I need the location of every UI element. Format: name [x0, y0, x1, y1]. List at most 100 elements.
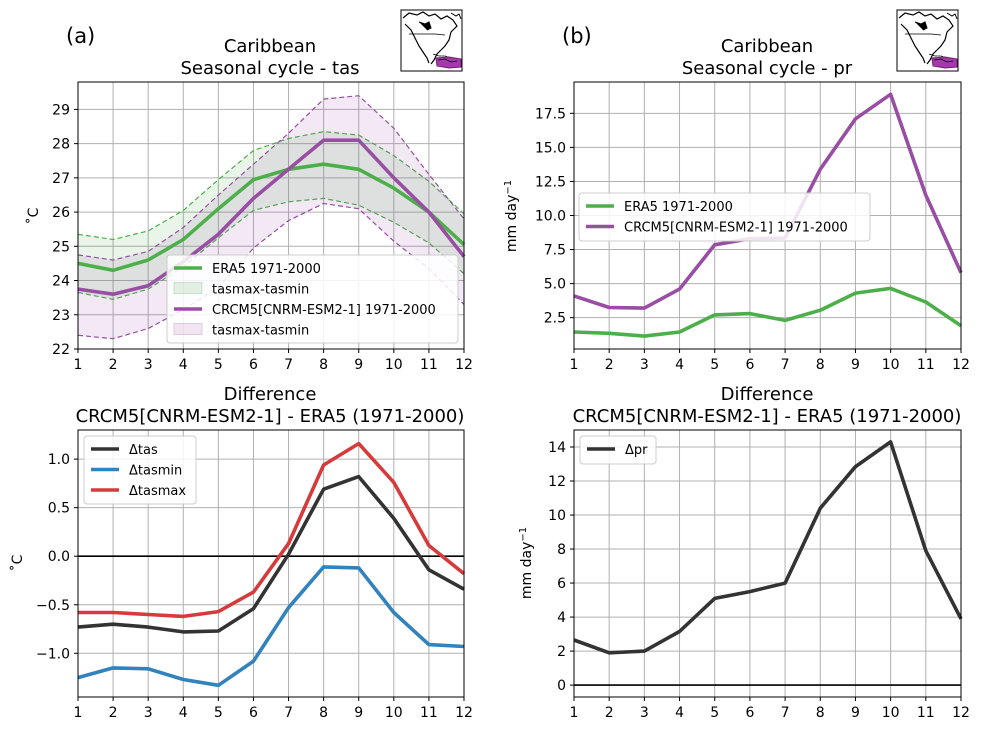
unit-exponent: −1 — [503, 180, 514, 195]
legend-label: Δtasmin — [129, 464, 182, 479]
x-tick-label: 1 — [74, 357, 83, 373]
panel-label: (b) — [562, 24, 592, 48]
y-axis-label: ˚C — [9, 554, 26, 571]
border-line — [905, 33, 942, 36]
y-tick-label: 10 — [548, 508, 566, 524]
x-tick-label: 7 — [284, 357, 293, 373]
panel-2: 1 2 3 4 5 6 7 8 9 10 11 122.55.07.510.012.515.017.5… — [503, 9, 970, 373]
x-tick-label: 9 — [851, 357, 860, 373]
x-tick-label: 11 — [917, 357, 935, 373]
legend-label: CRCM5[CNRM-ESM2-1] 1971-2000 — [624, 221, 848, 236]
legend: ERA5 1971-2000 tasmax-tasmin CRCM5[CNRM-ES… — [166, 254, 459, 344]
chart-title: Caribbean — [224, 36, 316, 57]
legend: Δpr — [579, 435, 657, 465]
y-tick-label: 15.0 — [535, 140, 566, 156]
x-tick-label: 2 — [605, 705, 614, 721]
series-line-1 — [77, 162, 466, 273]
series-line-3 — [78, 441, 466, 619]
x-tick-label: 8 — [816, 705, 825, 721]
chart-title: Difference — [721, 384, 814, 405]
x-tick-label: 6 — [249, 357, 258, 373]
y-tick-label: 23 — [52, 308, 70, 324]
legend: Δtas Δtasmin Δtasmax — [83, 435, 197, 505]
chart-title: Seasonal cycle - pr — [682, 58, 853, 79]
x-tick-label: 10 — [385, 357, 403, 373]
chart-title: Seasonal cycle - tas — [180, 58, 359, 79]
legend-box — [579, 435, 657, 465]
x-tick-label: 12 — [952, 705, 970, 721]
islands — [437, 58, 458, 63]
coastline — [402, 11, 458, 65]
series-line-1 — [573, 286, 963, 338]
legend-label: tasmax-tasmin — [212, 283, 309, 298]
x-tick-label: 4 — [179, 705, 188, 721]
coastline — [450, 12, 462, 20]
x-tick-label: 5 — [710, 705, 719, 721]
legend-label: ERA5 1971-2000 — [212, 262, 321, 277]
y-tick-label: 29 — [52, 102, 70, 118]
x-tick-label: 4 — [675, 357, 684, 373]
islands — [933, 58, 954, 63]
x-tick-label: 11 — [420, 357, 438, 373]
x-tick-label: 3 — [640, 705, 649, 721]
x-tick-label: 6 — [249, 705, 258, 721]
y-tick-label: 1.0 — [48, 452, 70, 468]
y-tick-label: 2 — [557, 644, 566, 660]
legend-label: Δpr — [625, 443, 648, 458]
legend-box — [83, 435, 197, 505]
x-tick-label: 6 — [745, 705, 754, 721]
x-tick-label: 8 — [319, 705, 328, 721]
panel-1: 1 2 3 4 5 6 7 8 9 10 11 122223242526272829Caribbean… — [25, 9, 473, 373]
y-axis-label: mm day−1 — [503, 180, 521, 252]
border-line — [409, 33, 446, 36]
x-tick-label: 7 — [781, 357, 790, 373]
y-tick-label: 7.5 — [544, 243, 566, 259]
series-line-1 — [573, 440, 963, 655]
coastline — [900, 23, 926, 64]
legend-box — [578, 192, 871, 242]
legend: ERA5 1971-2000 CRCM5[CNRM-ESM2-1] 1971-20… — [578, 192, 871, 242]
x-tick-label: 9 — [851, 705, 860, 721]
axes-frame — [573, 429, 962, 698]
legend-box — [166, 254, 459, 344]
y-axis-label: ˚C — [25, 207, 42, 224]
x-tick-label: 11 — [420, 705, 438, 721]
chart-title: Caribbean — [721, 36, 813, 57]
x-tick-label: 1 — [74, 705, 83, 721]
x-tick-label: 2 — [109, 705, 118, 721]
y-tick-label: 0 — [557, 678, 566, 694]
x-tick-label: 1 — [570, 705, 579, 721]
series-line-2 — [77, 138, 466, 297]
y-tick-label: 2.5 — [544, 311, 566, 327]
chart-title: Difference — [224, 384, 317, 405]
y-tick-label: 5.0 — [544, 277, 566, 293]
coastline — [946, 12, 958, 20]
x-tick-label: 2 — [605, 357, 614, 373]
x-tick-label: 4 — [675, 705, 684, 721]
axes-frame — [77, 429, 465, 698]
y-axis-label: mm day−1 — [518, 527, 536, 599]
x-tick-label: 7 — [781, 705, 790, 721]
y-tick-label: 17.5 — [535, 106, 566, 122]
x-tick-label: 5 — [214, 705, 223, 721]
legend-label: Δtas — [129, 443, 158, 458]
lake — [418, 21, 432, 31]
x-tick-label: 10 — [882, 357, 900, 373]
x-tick-label: 8 — [319, 357, 328, 373]
series-line-1 — [77, 474, 465, 634]
band-upper-2 — [77, 95, 465, 261]
x-tick-label: 12 — [455, 357, 473, 373]
unit-exponent: −1 — [518, 527, 529, 542]
band-lower-2 — [77, 202, 465, 340]
legend-label: CRCM5[CNRM-ESM2-1] 1971-2000 — [212, 303, 436, 318]
map-inset — [400, 9, 463, 72]
y-tick-label: −0.5 — [36, 598, 70, 614]
panel-3: 1 2 3 4 5 6 7 8 9 10 11 12−1.0−0.50.00.51.0Differen… — [9, 384, 473, 721]
lake — [914, 21, 928, 31]
x-tick-label: 10 — [385, 705, 403, 721]
y-tick-label: 6 — [557, 576, 566, 592]
panel-label: (a) — [66, 24, 95, 48]
series-line-2 — [77, 565, 465, 688]
y-tick-label: 24 — [52, 274, 70, 290]
